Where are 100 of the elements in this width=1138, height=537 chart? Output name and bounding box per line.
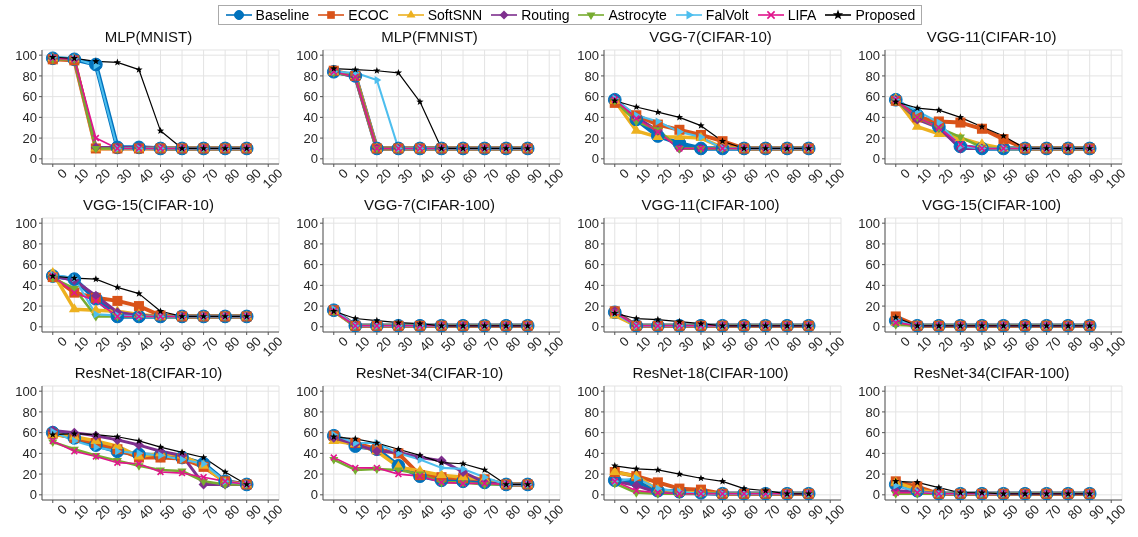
y-tick-label: 20 [865,298,880,314]
legend-label: SoftSNN [427,7,483,23]
x-tick-label: 70 [1043,333,1064,355]
chart-title: VGG-7(CIFAR-10) [648,28,773,46]
x-tick-label: 10 [913,501,935,523]
y-tick-label: 100 [296,383,318,399]
y-tick-label: 20 [303,466,318,482]
x-tick-label: 0 [616,501,633,518]
y-tick-label: 0 [310,319,318,335]
x-tick-label: 40 [135,165,157,187]
x-tick-label: 10 [632,333,654,355]
x-tick-label: 0 [616,333,633,350]
y-tick-label: 0 [310,487,318,503]
x-tick-label: 80 [221,501,243,523]
x-tick-label: 80 [1064,165,1086,187]
x-tick-label: 0 [54,501,71,518]
y-tick-label: 60 [584,425,599,441]
y-tick-label: 20 [584,298,599,314]
y-tick-label: 60 [865,257,880,273]
x-tick-label: 40 [416,333,438,355]
y-tick-label: 80 [22,68,37,84]
y-tick-label: 40 [22,277,37,293]
y-tick-label: 40 [303,277,318,293]
y-tick-label: 20 [303,298,318,314]
x-tick-label: 30 [394,333,416,355]
x-tick-label: 70 [481,165,502,187]
y-tick-label: 80 [22,404,37,420]
y-tick-label: 80 [303,236,318,252]
y-tick-label: 0 [872,319,880,335]
x-tick-label: 60 [459,333,481,355]
x-tick-label: 10 [351,501,373,523]
y-tick-label: 80 [865,404,880,420]
x-tick-label: 80 [502,333,524,355]
x-tick-label: 80 [502,165,524,187]
x-tick-label: 80 [502,501,524,523]
x-tick-label: 30 [394,501,416,523]
x-tick-label: 50 [437,333,459,355]
legend-label: LIFA [787,7,817,23]
y-tick-label: 100 [577,215,599,231]
x-tick-label: 10 [632,501,654,523]
y-tick-label: 80 [22,236,37,252]
y-tick-label: 80 [303,404,318,420]
x-tick-label: 0 [54,165,71,182]
x-tick-label: 70 [1043,501,1064,523]
y-tick-label: 20 [22,466,37,482]
y-tick-label: 40 [22,445,37,461]
x-tick-label: 0 [616,165,633,182]
x-tick-label: 40 [135,501,157,523]
x-tick-label: 40 [416,501,438,523]
x-tick-label: 60 [740,501,762,523]
x-tick-label: 20 [373,165,395,187]
x-tick-label: 20 [92,165,114,187]
x-tick-label: 40 [978,165,1000,187]
x-tick-label: 30 [675,333,697,355]
y-tick-label: 20 [22,130,37,146]
chart-title: ResNet-34(CIFAR-10) [354,364,505,382]
x-tick-label: 30 [956,501,978,523]
x-tick-label: 20 [92,501,114,523]
y-tick-label: 20 [303,130,318,146]
legend-label: Routing [521,7,570,23]
y-tick-label: 40 [584,109,599,125]
y-tick-label: 100 [15,215,37,231]
x-tick-label: 40 [978,501,1000,523]
x-tick-label: 30 [956,165,978,187]
x-tick-label: 70 [200,501,221,523]
x-tick-label: 80 [783,501,805,523]
x-tick-label: 80 [783,333,805,355]
legend-label: FalVolt [705,7,749,23]
y-tick-label: 0 [591,319,599,335]
x-tick-label: 40 [697,501,719,523]
y-tick-label: 80 [584,236,599,252]
x-tick-label: 20 [373,501,395,523]
x-tick-label: 50 [718,501,740,523]
x-tick-label: 20 [654,501,676,523]
y-tick-label: 60 [865,425,880,441]
y-tick-label: 60 [303,89,318,105]
y-tick-label: 0 [310,151,318,167]
y-tick-label: 40 [22,109,37,125]
y-tick-label: 60 [584,89,599,105]
x-tick-label: 70 [200,165,221,187]
y-tick-label: 100 [15,47,37,63]
chart-title: ResNet-18(CIFAR-100) [631,364,790,382]
y-tick-label: 20 [584,130,599,146]
x-tick-label: 40 [416,165,438,187]
chart-title: ResNet-18(CIFAR-10) [73,364,224,382]
x-tick-label: 70 [481,501,502,523]
y-tick-label: 40 [865,277,880,293]
x-tick-label: 0 [335,501,352,518]
chart-title: VGG-7(CIFAR-100) [363,196,496,214]
y-tick-label: 0 [872,151,880,167]
chart-title: VGG-11(CIFAR-100) [640,196,781,214]
x-tick-label: 60 [1021,501,1043,523]
x-tick-label: 60 [1021,333,1043,355]
x-tick-label: 60 [740,333,762,355]
chart-title: VGG-15(CIFAR-100) [920,196,1063,214]
y-tick-label: 60 [865,89,880,105]
y-tick-label: 60 [22,425,37,441]
x-tick-label: 20 [935,333,957,355]
x-tick-label: 70 [481,333,502,355]
legend-label: Baseline [255,7,310,23]
